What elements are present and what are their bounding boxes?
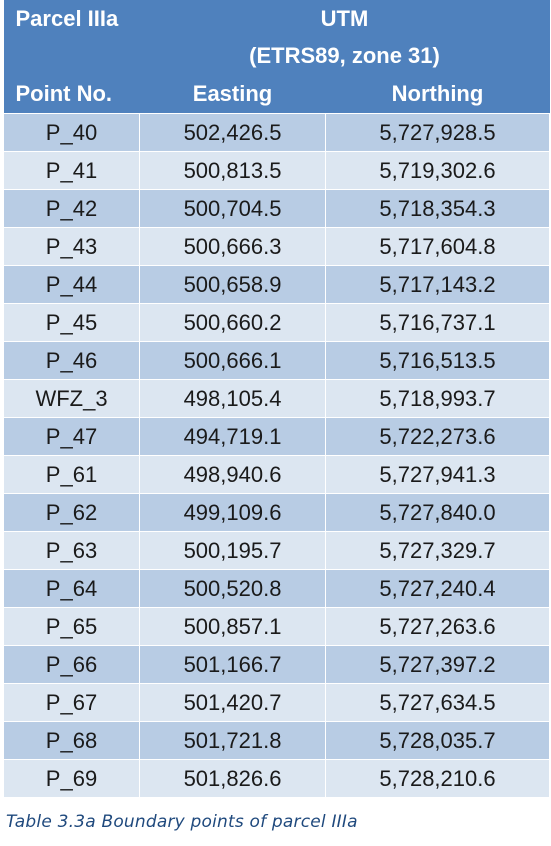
point-cell: P_42 [3, 189, 140, 228]
easting-cell: 494,719.1 [139, 417, 326, 456]
boundary-points-table-container: Parcel IIIa UTM (ETRS89, zone 31) Point … [3, 0, 550, 798]
easting-cell: 502,426.5 [139, 113, 326, 152]
easting-cell: 500,666.3 [139, 227, 326, 266]
parcel-header: Parcel IIIa [3, 0, 140, 38]
northing-cell: 5,727,329.7 [325, 531, 550, 570]
northing-cell: 5,719,302.6 [325, 151, 550, 190]
utm-header: UTM [139, 0, 550, 38]
point-cell: P_63 [3, 531, 140, 570]
table-row: P_45 500,660.2 5,716,737.1 [3, 303, 550, 342]
table-row: P_65 500,857.1 5,727,263.6 [3, 607, 550, 646]
table-row: P_69 501,826.6 5,728,210.6 [3, 759, 550, 798]
table-row: P_44 500,658.9 5,717,143.2 [3, 265, 550, 304]
easting-cell: 498,940.6 [139, 455, 326, 494]
table-row: P_67 501,420.7 5,727,634.5 [3, 683, 550, 722]
point-cell: P_62 [3, 493, 140, 532]
table-row: P_62 499,109.6 5,727,840.0 [3, 493, 550, 532]
table-caption: Table 3.3a Boundary points of parcel III… [6, 812, 358, 832]
easting-cell: 500,857.1 [139, 607, 326, 646]
table-row: P_61 498,940.6 5,727,941.3 [3, 455, 550, 494]
table-row: WFZ_3 498,105.4 5,718,993.7 [3, 379, 550, 418]
northing-cell: 5,722,273.6 [325, 417, 550, 456]
point-cell: P_45 [3, 303, 140, 342]
northing-cell: 5,727,928.5 [325, 113, 550, 152]
table-body: P_40 502,426.5 5,727,928.5 P_41 500,813.5 5,7… [3, 113, 550, 798]
table-row: P_46 500,666.1 5,716,513.5 [3, 341, 550, 380]
point-cell: P_41 [3, 151, 140, 190]
northing-cell: 5,717,143.2 [325, 265, 550, 304]
easting-header: Easting [139, 74, 326, 114]
easting-cell: 500,658.9 [139, 265, 326, 304]
point-cell: P_47 [3, 417, 140, 456]
point-no-header: Point No. [3, 74, 140, 114]
easting-cell: 499,109.6 [139, 493, 326, 532]
easting-cell: 501,420.7 [139, 683, 326, 722]
easting-cell: 501,721.8 [139, 721, 326, 760]
point-cell: P_44 [3, 265, 140, 304]
northing-cell: 5,717,604.8 [325, 227, 550, 266]
point-cell: P_66 [3, 645, 140, 684]
northing-cell: 5,716,737.1 [325, 303, 550, 342]
point-cell: P_46 [3, 341, 140, 380]
easting-cell: 501,166.7 [139, 645, 326, 684]
easting-cell: 498,105.4 [139, 379, 326, 418]
easting-cell: 500,666.1 [139, 341, 326, 380]
point-cell: P_67 [3, 683, 140, 722]
northing-cell: 5,727,397.2 [325, 645, 550, 684]
coordinate-system-header: (ETRS89, zone 31) [139, 38, 550, 74]
boundary-points-table: Parcel IIIa UTM (ETRS89, zone 31) Point … [3, 0, 550, 798]
northing-cell: 5,727,634.5 [325, 683, 550, 722]
table-row: P_47 494,719.1 5,722,273.6 [3, 417, 550, 456]
point-cell: P_40 [3, 113, 140, 152]
point-cell: WFZ_3 [3, 379, 140, 418]
northing-cell: 5,727,263.6 [325, 607, 550, 646]
table-header: Parcel IIIa UTM (ETRS89, zone 31) Point … [3, 0, 550, 114]
easting-cell: 500,813.5 [139, 151, 326, 190]
northing-cell: 5,728,210.6 [325, 759, 550, 798]
easting-cell: 500,195.7 [139, 531, 326, 570]
easting-cell: 500,520.8 [139, 569, 326, 608]
northing-cell: 5,716,513.5 [325, 341, 550, 380]
northing-cell: 5,727,941.3 [325, 455, 550, 494]
northing-header: Northing [325, 74, 550, 114]
northing-cell: 5,718,354.3 [325, 189, 550, 228]
table-row: P_42 500,704.5 5,718,354.3 [3, 189, 550, 228]
northing-cell: 5,718,993.7 [325, 379, 550, 418]
table-row: P_68 501,721.8 5,728,035.7 [3, 721, 550, 760]
northing-cell: 5,728,035.7 [325, 721, 550, 760]
point-cell: P_69 [3, 759, 140, 798]
point-cell: P_43 [3, 227, 140, 266]
point-cell: P_61 [3, 455, 140, 494]
point-cell: P_65 [3, 607, 140, 646]
northing-cell: 5,727,240.4 [325, 569, 550, 608]
northing-cell: 5,727,840.0 [325, 493, 550, 532]
table-row: P_43 500,666.3 5,717,604.8 [3, 227, 550, 266]
easting-cell: 500,660.2 [139, 303, 326, 342]
table-row: P_66 501,166.7 5,727,397.2 [3, 645, 550, 684]
point-cell: P_64 [3, 569, 140, 608]
table-row: P_63 500,195.7 5,727,329.7 [3, 531, 550, 570]
easting-cell: 501,826.6 [139, 759, 326, 798]
table-row: P_64 500,520.8 5,727,240.4 [3, 569, 550, 608]
table-row: P_40 502,426.5 5,727,928.5 [3, 113, 550, 152]
easting-cell: 500,704.5 [139, 189, 326, 228]
table-row: P_41 500,813.5 5,719,302.6 [3, 151, 550, 190]
point-cell: P_68 [3, 721, 140, 760]
header-spacer [3, 38, 140, 74]
